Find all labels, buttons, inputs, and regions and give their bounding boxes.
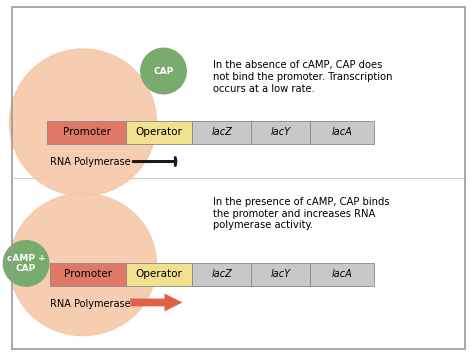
FancyArrow shape [130, 294, 182, 311]
Text: lacZ: lacZ [211, 269, 232, 279]
FancyBboxPatch shape [251, 263, 310, 286]
Text: RNA Polymerase: RNA Polymerase [50, 157, 130, 167]
Text: Promoter: Promoter [63, 127, 110, 137]
FancyBboxPatch shape [192, 121, 251, 144]
Text: lacA: lacA [332, 269, 353, 279]
Text: Operator: Operator [136, 269, 182, 279]
FancyBboxPatch shape [47, 121, 126, 144]
FancyBboxPatch shape [251, 121, 310, 144]
FancyBboxPatch shape [126, 121, 192, 144]
Text: lacY: lacY [271, 269, 291, 279]
FancyBboxPatch shape [126, 263, 192, 286]
Text: lacA: lacA [332, 127, 353, 137]
Text: Promoter: Promoter [64, 269, 112, 279]
Text: cAMP +
CAP: cAMP + CAP [7, 254, 46, 273]
FancyBboxPatch shape [192, 263, 251, 286]
FancyBboxPatch shape [50, 263, 126, 286]
Text: lacY: lacY [271, 127, 291, 137]
Ellipse shape [9, 193, 156, 335]
Ellipse shape [3, 241, 49, 286]
FancyBboxPatch shape [310, 263, 374, 286]
FancyBboxPatch shape [310, 121, 374, 144]
Text: Operator: Operator [136, 127, 182, 137]
Text: In the presence of cAMP, CAP binds
the promoter and increases RNA
polymerase act: In the presence of cAMP, CAP binds the p… [213, 197, 390, 230]
Text: In the absence of cAMP, CAP does
not bind the promoter. Transcription
occurs at : In the absence of cAMP, CAP does not bin… [213, 60, 393, 94]
Text: lacZ: lacZ [211, 127, 232, 137]
Text: CAP: CAP [154, 66, 173, 76]
Ellipse shape [141, 48, 186, 94]
Text: RNA Polymerase: RNA Polymerase [50, 299, 130, 309]
Ellipse shape [9, 49, 156, 196]
